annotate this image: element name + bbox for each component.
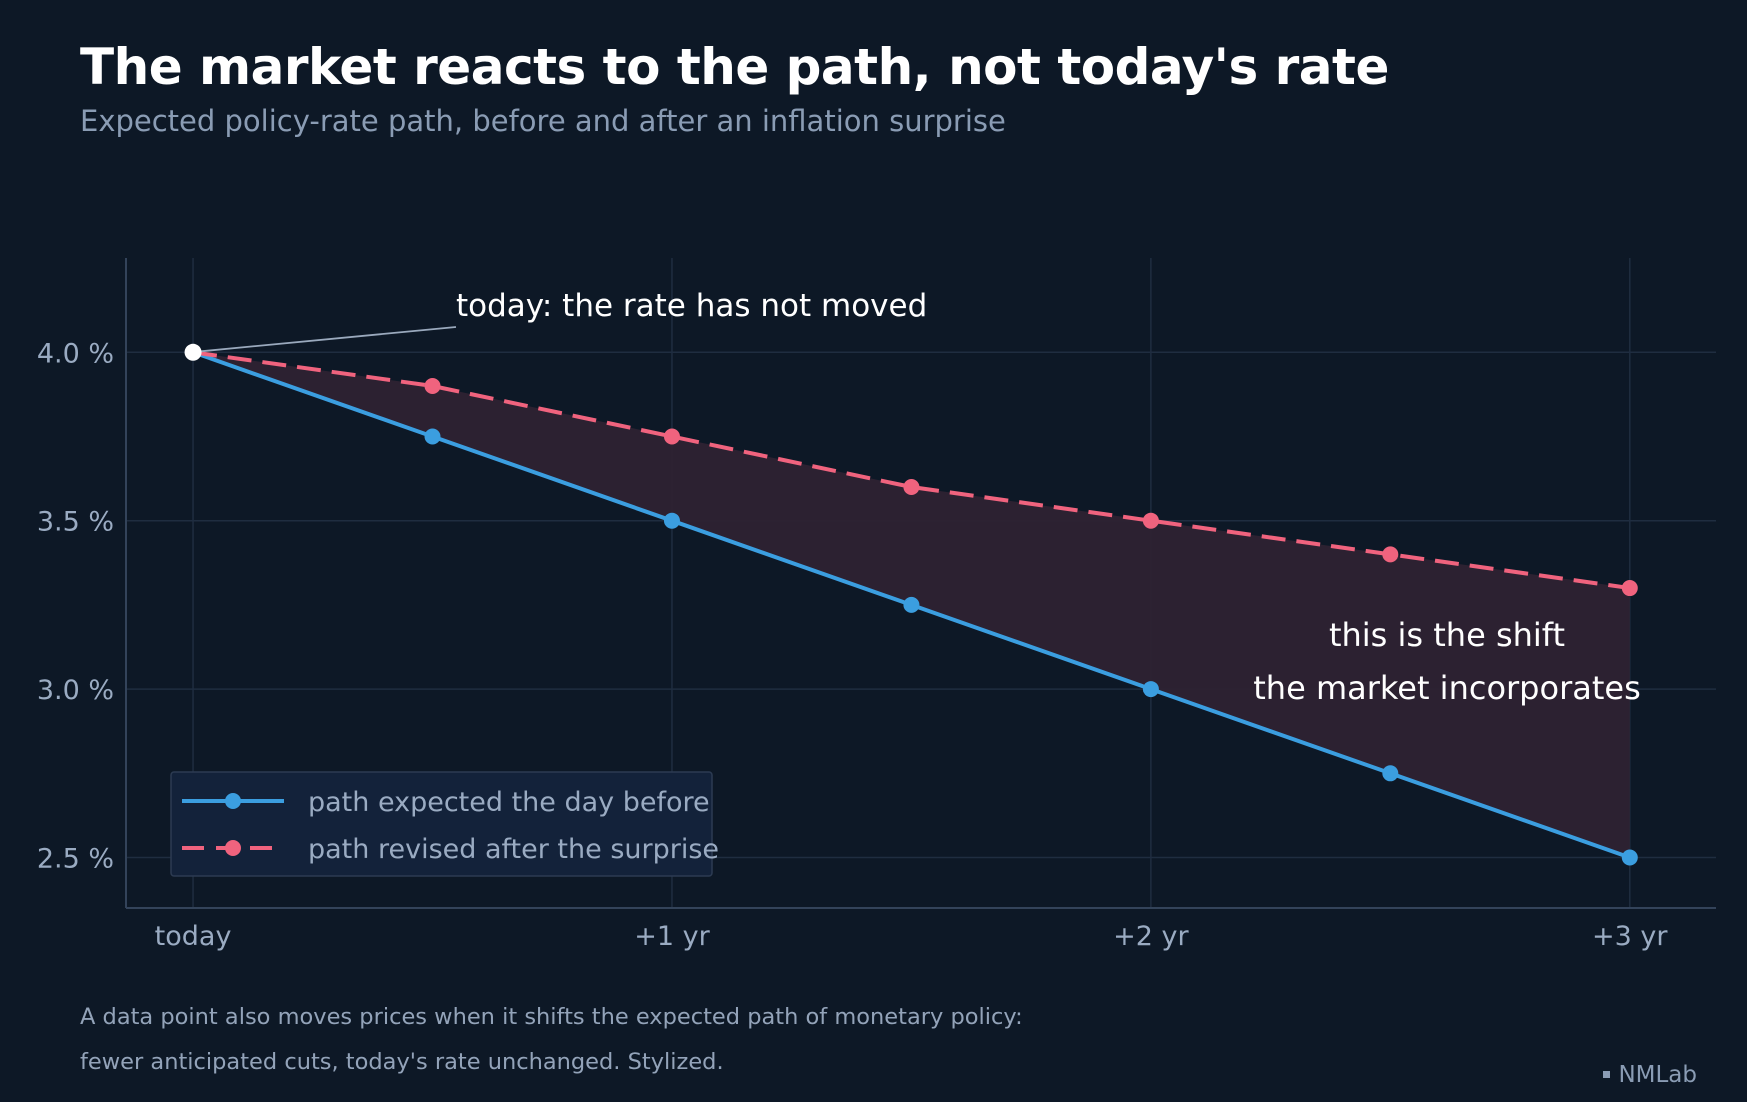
annotation-today: today: the rate has not moved <box>456 288 927 324</box>
chart-title: The market reacts to the path, not today… <box>80 38 1389 96</box>
y-tick-label: 3.5 % <box>37 507 114 538</box>
data-point-before <box>1621 849 1638 866</box>
brand-name: NMLab <box>1618 1062 1697 1088</box>
chart-subtitle: Expected policy-rate path, before and af… <box>80 104 1006 138</box>
annotation-shift-line-2: the market incorporates <box>1253 669 1640 707</box>
legend-label: path expected the day before <box>308 787 710 818</box>
brand-square-icon <box>1603 1071 1611 1078</box>
legend-label: path revised after the surprise <box>308 834 719 865</box>
brand-label: NMLab <box>1603 1062 1697 1088</box>
x-tick-label: +2 yr <box>1113 921 1189 952</box>
data-point-before <box>424 428 441 445</box>
y-tick-label: 3.0 % <box>37 675 114 706</box>
y-tick-label: 2.5 % <box>37 843 114 874</box>
x-tick-label: +1 yr <box>634 921 710 952</box>
legend: path expected the day before path revised… <box>170 771 719 877</box>
x-tick-label: +3 yr <box>1592 921 1668 952</box>
x-tick-label: today <box>155 921 232 952</box>
legend-swatch-marker <box>225 840 241 856</box>
annotation-shift-line-1: this is the shift <box>1329 616 1565 654</box>
legend-box <box>170 771 713 877</box>
data-point-after <box>903 479 920 496</box>
footnote-line-2: fewer anticipated cuts, today's rate unc… <box>80 1049 724 1075</box>
data-point-before <box>1142 681 1159 698</box>
data-point-before <box>903 596 920 613</box>
data-point-after <box>663 428 680 445</box>
y-tick-label: 4.0 % <box>37 338 114 369</box>
footnote-line-1: A data point also moves prices when it s… <box>80 1004 1023 1030</box>
data-point-after <box>1621 580 1638 597</box>
legend-swatch-marker <box>225 793 241 809</box>
today-point-marker <box>184 343 202 361</box>
annotation-leader-line <box>200 326 457 353</box>
data-point-after <box>1142 512 1159 529</box>
data-point-after <box>1382 546 1399 563</box>
data-point-after <box>424 377 441 394</box>
data-point-before <box>663 512 680 529</box>
data-point-before <box>1382 765 1399 782</box>
